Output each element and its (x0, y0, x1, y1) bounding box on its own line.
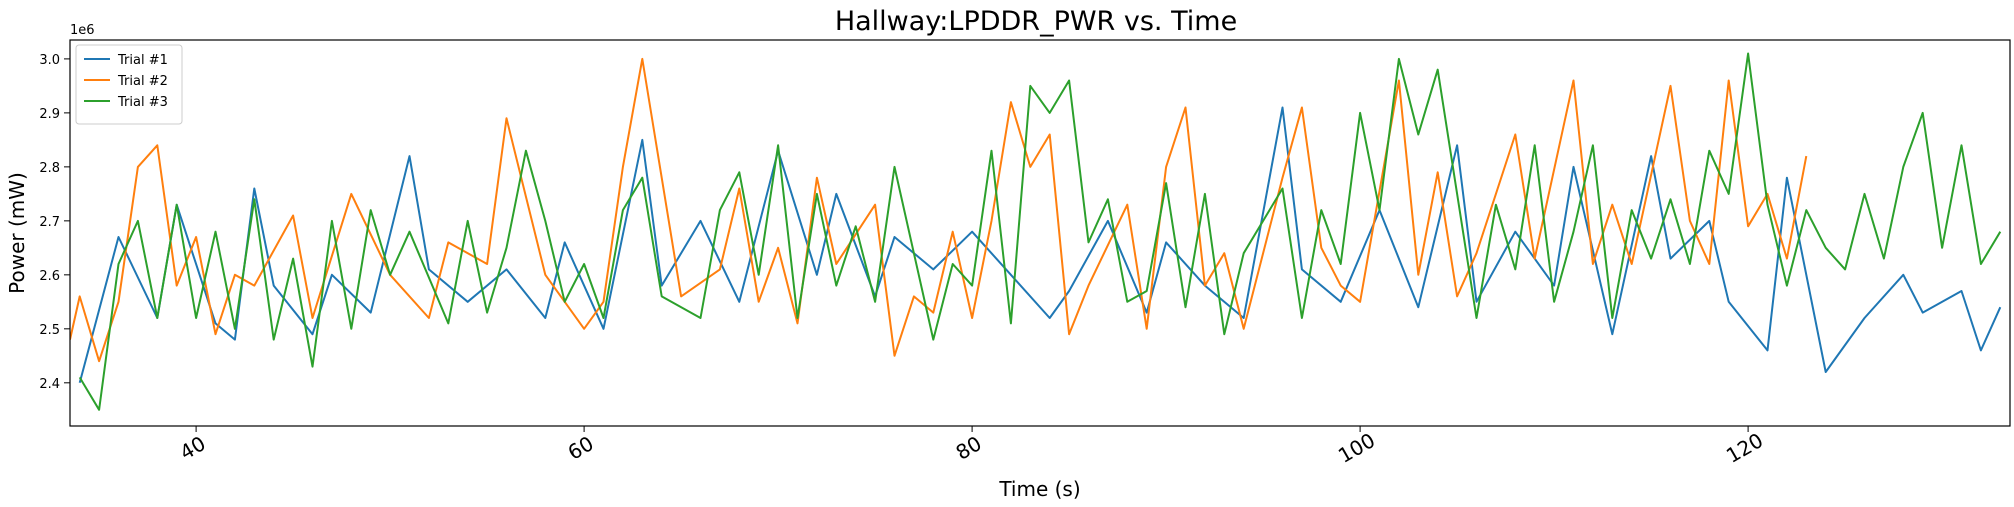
y-axis-label: Power (mW) (5, 172, 29, 294)
x-axis-label: Time (s) (998, 477, 1080, 501)
legend-label: Trial #3 (117, 95, 168, 110)
y-tick-label: 2.9 (39, 107, 60, 122)
legend-label: Trial #2 (117, 74, 168, 89)
legend: Trial #1 Trial #2 Trial #3 (75, 44, 183, 125)
legend-label: Trial #1 (117, 53, 168, 68)
y-tick-label: 3.0 (39, 53, 60, 68)
plot-frame (69, 39, 2011, 427)
y-offset-label: 1e6 (70, 23, 95, 38)
series-line-trial-1 (78, 106, 2002, 384)
y-tick-label: 2.7 (39, 215, 60, 230)
legend-box (75, 44, 183, 125)
y-tick-label: 2.8 (39, 161, 60, 176)
series-line-trial-3 (78, 52, 2002, 411)
plot-area (70, 52, 2002, 411)
chart-title: Hallway:LPDDR_PWR vs. Time (835, 6, 1237, 37)
y-tick-label: 2.6 (39, 269, 60, 284)
y-tick-label: 2.5 (39, 323, 60, 338)
y-tick-label: 2.4 (39, 377, 60, 392)
series-line-trial-2 (70, 57, 1808, 363)
y-axis: 2.4 2.5 2.6 2.7 2.8 2.9 3.0 (39, 53, 70, 392)
